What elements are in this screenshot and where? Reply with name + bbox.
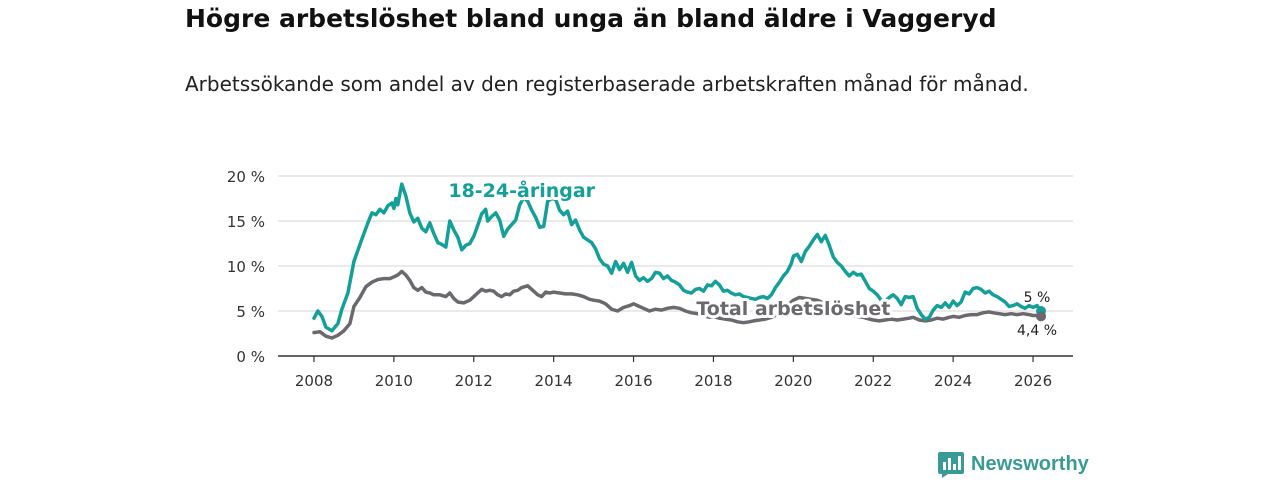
x-tick-label: 2024 bbox=[934, 372, 972, 390]
y-axis: 0 % 5 % 10 % 15 % 20 % bbox=[227, 168, 265, 366]
series-label-youth: 18-24-åringar bbox=[448, 178, 595, 202]
x-tick-label: 2020 bbox=[774, 372, 812, 390]
y-tick-label: 20 % bbox=[227, 168, 265, 186]
x-tick-label: 2018 bbox=[694, 372, 732, 390]
x-tick-label: 2022 bbox=[854, 372, 892, 390]
series-label-total: Total arbetslöshet bbox=[696, 298, 890, 320]
newsworthy-logo[interactable]: Newsworthy bbox=[937, 449, 1089, 479]
x-tick-label: 2012 bbox=[455, 372, 493, 390]
newsworthy-logo-icon bbox=[938, 452, 964, 478]
x-tick-label: 2008 bbox=[295, 372, 333, 390]
x-axis: 2008 2010 2012 2014 2016 2018 2020 2022 2024 2026 bbox=[295, 356, 1052, 390]
brand-name: Newsworthy bbox=[971, 452, 1089, 475]
chart-grid bbox=[278, 175, 1073, 357]
page-title: Högre arbetslöshet bland unga än bland ä… bbox=[185, 4, 997, 33]
x-tick-label: 2010 bbox=[375, 372, 413, 390]
y-tick-label: 5 % bbox=[236, 303, 265, 321]
x-tick-label: 2016 bbox=[614, 372, 652, 390]
series-label-youth-halo: 18-24-åringar bbox=[448, 178, 595, 202]
end-marker-total bbox=[1036, 311, 1047, 322]
end-value-youth: 5 % bbox=[1024, 290, 1051, 306]
x-tick-label: 2026 bbox=[1014, 372, 1052, 390]
series-line-total bbox=[312, 269, 1043, 340]
page-subtitle: Arbetssökande som andel av den registerb… bbox=[185, 72, 1029, 96]
end-value-total: 4,4 % bbox=[1017, 323, 1057, 339]
y-tick-label: 0 % bbox=[236, 348, 265, 366]
y-tick-label: 10 % bbox=[227, 258, 265, 276]
x-tick-label: 2014 bbox=[535, 372, 573, 390]
series-line-youth bbox=[312, 182, 1043, 333]
chart-series bbox=[312, 182, 1047, 340]
series-label-total-halo: Total arbetslöshet bbox=[696, 298, 890, 320]
y-tick-label: 15 % bbox=[227, 213, 265, 231]
